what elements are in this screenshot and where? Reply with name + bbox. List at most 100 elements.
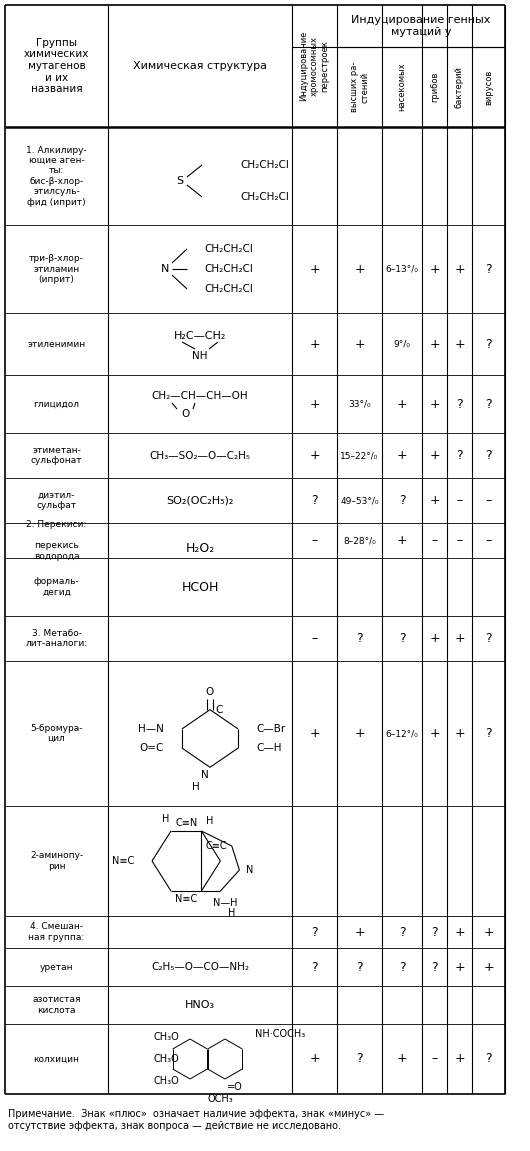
Text: +: + [354, 925, 365, 938]
Text: +: + [483, 960, 494, 974]
Text: CH₂CH₂Cl: CH₂CH₂Cl [240, 192, 289, 201]
Text: +: + [454, 925, 465, 938]
Text: CH₃O: CH₃O [153, 1076, 179, 1087]
Text: CH₂CH₂Cl: CH₂CH₂Cl [205, 244, 253, 254]
Text: O=C: O=C [139, 744, 164, 753]
Text: +: + [483, 925, 494, 938]
Text: NH·COCH₃: NH·COCH₃ [255, 1029, 305, 1039]
Text: 3. Метабо-
лит-аналоги:: 3. Метабо- лит-аналоги: [25, 628, 87, 648]
Text: ?: ? [399, 494, 405, 506]
Text: ?: ? [456, 449, 463, 462]
Text: +: + [396, 449, 408, 462]
Text: CH₃—SO₂—O—C₂H₅: CH₃—SO₂—O—C₂H₅ [149, 450, 251, 460]
Text: C—H: C—H [256, 744, 281, 753]
Text: азотистая
кислота: азотистая кислота [32, 996, 81, 1015]
Text: 5-бромура-
цил: 5-бромура- цил [30, 724, 83, 744]
Text: +: + [309, 262, 320, 275]
Text: –: – [456, 534, 463, 547]
Text: +: + [429, 262, 440, 275]
Text: +: + [429, 449, 440, 462]
Text: HNO₃: HNO₃ [185, 1000, 215, 1009]
Text: CH₃O: CH₃O [153, 1054, 179, 1064]
Text: N≡C: N≡C [175, 894, 197, 904]
Text: +: + [354, 262, 365, 275]
Text: формаль-
дегид: формаль- дегид [33, 578, 80, 596]
Text: +: + [454, 337, 465, 351]
Text: –: – [485, 494, 492, 506]
Text: колхицин: колхицин [33, 1054, 80, 1064]
Text: +: + [454, 632, 465, 645]
Text: CH₂CH₂Cl: CH₂CH₂Cl [205, 264, 253, 274]
Text: ?: ? [311, 925, 318, 938]
Text: H: H [162, 814, 170, 824]
Text: +: + [309, 1052, 320, 1066]
Text: H: H [206, 816, 213, 826]
Text: ?: ? [485, 337, 492, 351]
Text: +: + [354, 337, 365, 351]
Text: N: N [161, 264, 169, 274]
Text: 49–53°/₀: 49–53°/₀ [340, 496, 379, 505]
Text: Группы
химических
мутагенов
и их
названия: Группы химических мутагенов и их названи… [24, 38, 89, 94]
Text: +: + [309, 449, 320, 462]
Text: 15–22°/₀: 15–22°/₀ [340, 451, 379, 460]
Text: Химическая структура: Химическая структура [133, 61, 267, 71]
Text: N: N [246, 866, 253, 875]
Text: +: + [429, 337, 440, 351]
Text: бактерий: бактерий [455, 66, 464, 108]
Text: 8–28°/₀: 8–28°/₀ [343, 536, 376, 546]
Text: –: – [312, 632, 317, 645]
Text: Индуцирование генных
мутаций у: Индуцирование генных мутаций у [351, 15, 491, 37]
Text: +: + [454, 262, 465, 275]
Text: ?: ? [399, 925, 405, 938]
Text: ?: ? [311, 494, 318, 506]
Text: Примечание.  Знак «плюс»  означает наличие эффекта, знак «минус» —
отсутствие эф: Примечание. Знак «плюс» означает наличие… [8, 1110, 384, 1130]
Text: три-β-хлор-
этиламин
(иприт): три-β-хлор- этиламин (иприт) [29, 254, 84, 284]
Text: насекомых: насекомых [398, 62, 407, 112]
Text: ?: ? [431, 960, 438, 974]
Text: вирусов: вирусов [484, 69, 493, 105]
Text: ?: ? [485, 262, 492, 275]
Text: =O: =O [227, 1082, 243, 1092]
Text: уретан: уретан [40, 962, 73, 971]
Text: +: + [454, 1052, 465, 1066]
Text: ?: ? [485, 632, 492, 645]
Text: ?: ? [356, 632, 363, 645]
Text: Индуцирование
хромосомных
перестроек: Индуцирование хромосомных перестроек [299, 31, 330, 101]
Text: C: C [215, 704, 223, 715]
Text: +: + [396, 534, 408, 547]
Text: +: + [396, 397, 408, 411]
Text: +: + [429, 632, 440, 645]
Text: +: + [354, 727, 365, 740]
Text: ?: ? [456, 397, 463, 411]
Text: +: + [309, 337, 320, 351]
Text: N≡C: N≡C [112, 856, 134, 866]
Text: 2. Перекиси:

перекись
водорода: 2. Перекиси: перекись водорода [26, 520, 86, 561]
Text: O: O [181, 409, 189, 419]
Text: –: – [431, 1052, 438, 1066]
Text: OCH₃: OCH₃ [207, 1093, 233, 1104]
Text: –: – [485, 534, 492, 547]
Text: CH₂CH₂Cl: CH₂CH₂Cl [240, 160, 289, 170]
Text: –: – [312, 534, 317, 547]
Text: ?: ? [485, 449, 492, 462]
Text: ?: ? [356, 1052, 363, 1066]
Text: –: – [431, 534, 438, 547]
Text: C≡N: C≡N [175, 818, 197, 828]
Text: +: + [454, 960, 465, 974]
Text: этиметан-
сульфонат: этиметан- сульфонат [31, 445, 82, 465]
Text: CH₂CH₂Cl: CH₂CH₂Cl [205, 284, 253, 294]
Text: этиленимин: этиленимин [28, 340, 86, 349]
Text: 6–13°/₀: 6–13°/₀ [385, 265, 419, 274]
Text: грибов: грибов [430, 71, 439, 102]
Text: 9°/₀: 9°/₀ [394, 340, 410, 349]
Text: +: + [429, 494, 440, 506]
Text: N—H: N—H [213, 898, 237, 908]
Text: H₂O₂: H₂O₂ [186, 542, 215, 555]
Text: C≡C: C≡C [205, 841, 227, 851]
Text: H—N: H—N [138, 724, 164, 734]
Text: ?: ? [485, 397, 492, 411]
Text: NH: NH [192, 351, 208, 361]
Text: 6–12°/₀: 6–12°/₀ [386, 729, 418, 738]
Text: 33°/₀: 33°/₀ [348, 399, 371, 409]
Text: ?: ? [485, 727, 492, 740]
